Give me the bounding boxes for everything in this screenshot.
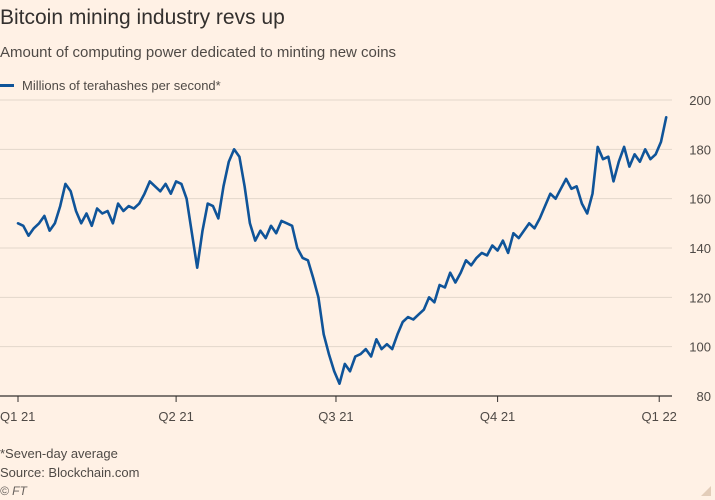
chart-title: Bitcoin mining industry revs up [0,6,285,29]
y-tick-label: 200 [689,93,711,108]
y-tick-label: 120 [689,290,711,305]
legend-swatch [0,84,14,87]
gridlines [0,99,672,397]
legend-label: Millions of terahashes per second* [22,78,221,93]
ft-credit: © FT [0,484,27,498]
y-tick-label: 140 [689,241,711,256]
x-ticks: Q1 21 Q2 21 Q3 21 Q4 21 Q1 22 [0,396,677,424]
chart-subtitle: Amount of computing power dedicated to m… [0,44,397,61]
y-tick-label: 180 [689,142,711,157]
y-tick-label: 80 [697,389,711,404]
series-line-hashrate [16,116,668,385]
source-note: Source: Blockchain.com [0,465,140,480]
line-chart: 80 100 120 140 160 180 200 Q1 21 Q2 21 Q3 21 Q4 2… [0,93,711,424]
y-tick-label: 100 [689,340,711,355]
x-tick-label: Q4 21 [480,409,515,424]
x-tick-label: Q1 22 [642,409,677,424]
y-tick-label: 160 [689,192,711,207]
series-layer [16,116,668,385]
x-tick-label: Q3 21 [318,409,353,424]
resize-corner-icon [701,486,711,496]
footnote: *Seven-day average [0,446,118,461]
x-tick-label: Q1 21 [0,409,35,424]
y-tick-labels: 80 100 120 140 160 180 200 [689,93,711,404]
x-tick-label: Q2 21 [158,409,193,424]
legend: Millions of terahashes per second* [0,78,221,93]
